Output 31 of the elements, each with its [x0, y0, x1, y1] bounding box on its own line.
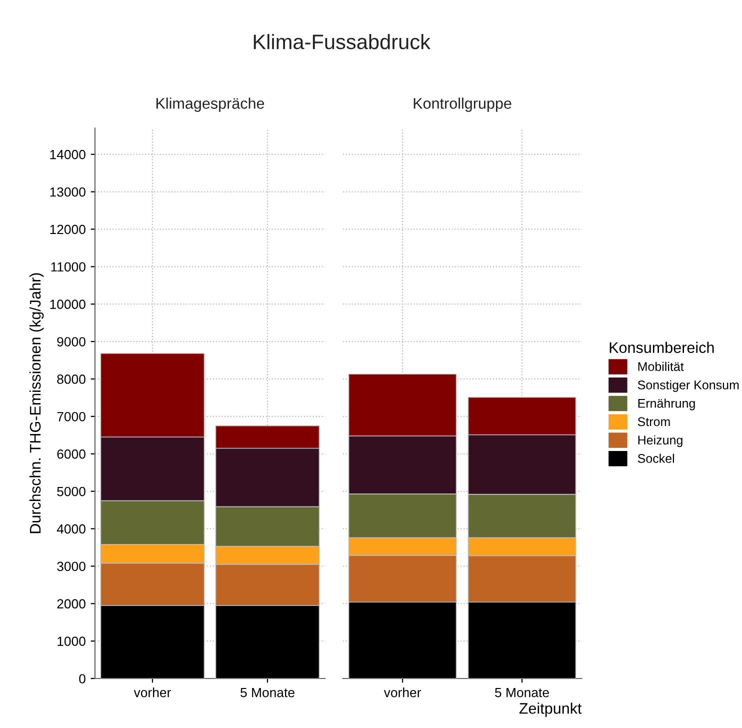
y-tick-label: 2000: [57, 599, 86, 609]
chart-title: Klima-Fussabdruck: [254, 34, 430, 50]
y-axis-title: Durchschn. THG-Emissionen (kg/Jahr): [29, 273, 44, 534]
legend-label: Strom: [638, 417, 670, 426]
y-tick-label: 4000: [56, 524, 86, 534]
chart-subtitle: Klimagespräche: [156, 98, 264, 112]
y-tick-label: 8000: [57, 374, 86, 384]
x-tick-label: 5 Monate: [240, 688, 294, 698]
x-tick-label: vorher: [384, 688, 422, 698]
y-tick-label: 11000: [51, 262, 86, 272]
legend-label: Mobilität: [638, 362, 684, 372]
x-axis-title: Zeitpunkt: [519, 702, 582, 717]
y-tick-label: 13000: [50, 187, 86, 197]
legend-label: Sonstiger Konsum: [638, 380, 739, 392]
legend-label: Heizung: [638, 435, 682, 448]
y-tick-label: 9000: [57, 337, 86, 346]
y-tick-label: 1000: [58, 636, 86, 646]
x-tick-label: 5 Monate: [495, 688, 549, 698]
legend-title: Konsumbereich: [610, 342, 714, 354]
chart-subtitle: Kontrollgruppe: [414, 98, 512, 112]
y-tick-label: 0: [79, 674, 86, 684]
y-tick-label: 7000: [57, 412, 86, 422]
legend-label: Sockel: [638, 454, 674, 463]
y-tick-label: 6000: [57, 449, 86, 459]
y-tick-label: 5000: [57, 486, 86, 496]
y-tick-label: 14000: [50, 150, 86, 160]
y-tick-label: 12000: [50, 224, 86, 234]
legend-label: Ernährung: [638, 398, 695, 410]
y-tick-label: 3000: [57, 562, 86, 572]
y-tick-label: 10000: [50, 300, 86, 310]
x-tick-label: vorher: [134, 688, 171, 698]
